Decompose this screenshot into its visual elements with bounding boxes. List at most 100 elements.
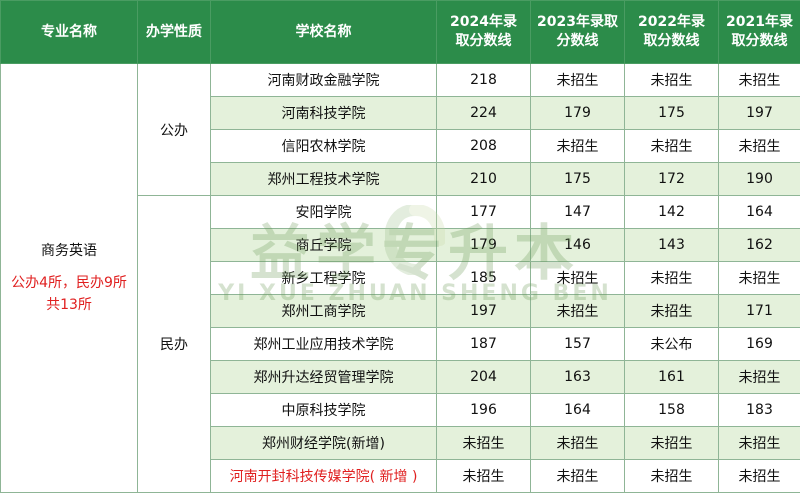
table-row: 郑州财经学院(新增) 未招生 未招生 未招生 未招生: [1, 426, 800, 460]
score-2023: 163: [530, 360, 625, 394]
score-2023: 147: [530, 195, 625, 229]
table-row: 郑州升达经贸管理学院 204 163 161 未招生: [1, 360, 800, 394]
header-2021-line2: 取分数线: [731, 33, 788, 49]
score-2021: 162: [718, 228, 800, 262]
school-name: 新乡工程学院: [210, 261, 437, 295]
table-row: 河南开封科技传媒学院( 新增 ) 未招生 未招生 未招生 未招生: [1, 459, 800, 493]
score-2024: 218: [436, 63, 531, 97]
school-name: 信阳农林学院: [210, 129, 437, 163]
header-2021: 2021年录 取分数线: [718, 0, 800, 64]
score-2024: 208: [436, 129, 531, 163]
score-2023: 未招生: [530, 261, 625, 295]
school-name: 郑州工业应用技术学院: [210, 327, 437, 361]
score-2021: 未招生: [718, 459, 800, 493]
score-2023: 175: [530, 162, 625, 196]
score-2024: 197: [436, 294, 531, 328]
score-2023: 157: [530, 327, 625, 361]
score-2023: 146: [530, 228, 625, 262]
header-2022-line2: 取分数线: [643, 33, 700, 49]
score-2021: 未招生: [718, 426, 800, 460]
score-2021: 171: [718, 294, 800, 328]
score-2021: 169: [718, 327, 800, 361]
table-row: 信阳农林学院 208 未招生 未招生 未招生: [1, 129, 800, 163]
header-2021-line1: 2021年录: [726, 14, 793, 30]
score-2023: 164: [530, 393, 625, 427]
score-2023: 179: [530, 96, 625, 130]
school-name: 郑州升达经贸管理学院: [210, 360, 437, 394]
score-2024: 185: [436, 261, 531, 295]
score-2023: 未招生: [530, 426, 625, 460]
score-2024: 204: [436, 360, 531, 394]
major-summary: 公办4所，民办9所 共13所: [2, 272, 137, 316]
header-2024-line2: 取分数线: [455, 33, 512, 49]
score-2022: 未招生: [624, 129, 719, 163]
school-name: 河南科技学院: [210, 96, 437, 130]
header-2023: 2023年录取 分数线: [530, 0, 625, 64]
major-name: 商务英语: [41, 243, 97, 259]
score-2022: 未招生: [624, 261, 719, 295]
header-2022-line1: 2022年录: [638, 14, 705, 30]
score-2021: 未招生: [718, 360, 800, 394]
table-row: 商务英语 公办4所，民办9所 共13所 公办 河南财政金融学院 218 未招生 …: [0, 63, 800, 493]
school-name: 郑州财经学院(新增): [210, 426, 437, 460]
header-school: 学校名称: [210, 0, 437, 64]
score-2021: 未招生: [718, 261, 800, 295]
header-2024-line1: 2024年录: [450, 14, 517, 30]
score-2022: 158: [624, 393, 719, 427]
score-2024: 未招生: [436, 459, 531, 493]
table-row: 商丘学院 179 146 143 162: [1, 228, 800, 262]
score-2023: 未招生: [530, 294, 625, 328]
header-major: 专业名称: [0, 0, 138, 64]
score-2022: 161: [624, 360, 719, 394]
score-2024: 210: [436, 162, 531, 196]
score-2022: 142: [624, 195, 719, 229]
table-row: 河南科技学院 224 179 175 197: [1, 96, 800, 130]
score-2024: 187: [436, 327, 531, 361]
school-name: 河南财政金融学院: [210, 63, 437, 97]
major-summary-line2: 共13所: [46, 297, 92, 313]
school-name: 中原科技学院: [210, 393, 437, 427]
major-cell: 商务英语 公办4所，民办9所 共13所: [0, 63, 138, 493]
score-2024: 179: [436, 228, 531, 262]
score-2023: 未招生: [530, 63, 625, 97]
table-row: 郑州工商学院 197 未招生 未招生 171: [1, 294, 800, 328]
major-summary-line1: 公办4所，民办9所: [11, 275, 127, 291]
school-name-new: 河南开封科技传媒学院( 新增 ): [210, 459, 437, 493]
score-2023: 未招生: [530, 129, 625, 163]
score-2024: 177: [436, 195, 531, 229]
score-2022: 172: [624, 162, 719, 196]
school-name: 郑州工程技术学院: [210, 162, 437, 196]
nature-private: 民办: [137, 195, 211, 493]
header-2023-line2: 分数线: [556, 33, 599, 49]
school-name: 郑州工商学院: [210, 294, 437, 328]
score-2022: 143: [624, 228, 719, 262]
score-2021: 197: [718, 96, 800, 130]
school-name: 商丘学院: [210, 228, 437, 262]
table-row: 郑州工程技术学院 210 175 172 190: [1, 162, 800, 196]
header-2024: 2024年录 取分数线: [436, 0, 531, 64]
score-2021: 未招生: [718, 63, 800, 97]
score-2021: 183: [718, 393, 800, 427]
nature-public: 公办: [137, 63, 211, 196]
school-name: 安阳学院: [210, 195, 437, 229]
score-2022: 未招生: [624, 294, 719, 328]
score-2022: 未招生: [624, 459, 719, 493]
table-header-row: 专业名称 办学性质 学校名称 2024年录 取分数线 2023年录取 分数线 2…: [0, 0, 800, 64]
table-row: 民办 安阳学院 177 147 142 164: [1, 195, 800, 493]
score-2024: 224: [436, 96, 531, 130]
header-nature: 办学性质: [137, 0, 211, 64]
score-2022: 未招生: [624, 63, 719, 97]
score-2021: 未招生: [718, 129, 800, 163]
score-2022: 未招生: [624, 426, 719, 460]
score-2021: 164: [718, 195, 800, 229]
score-2024: 未招生: [436, 426, 531, 460]
score-2022: 未公布: [624, 327, 719, 361]
score-2022: 175: [624, 96, 719, 130]
header-2022: 2022年录 取分数线: [624, 0, 719, 64]
score-2023: 未招生: [530, 459, 625, 493]
score-2021: 190: [718, 162, 800, 196]
header-2023-line1: 2023年录取: [537, 14, 618, 30]
score-2024: 196: [436, 393, 531, 427]
